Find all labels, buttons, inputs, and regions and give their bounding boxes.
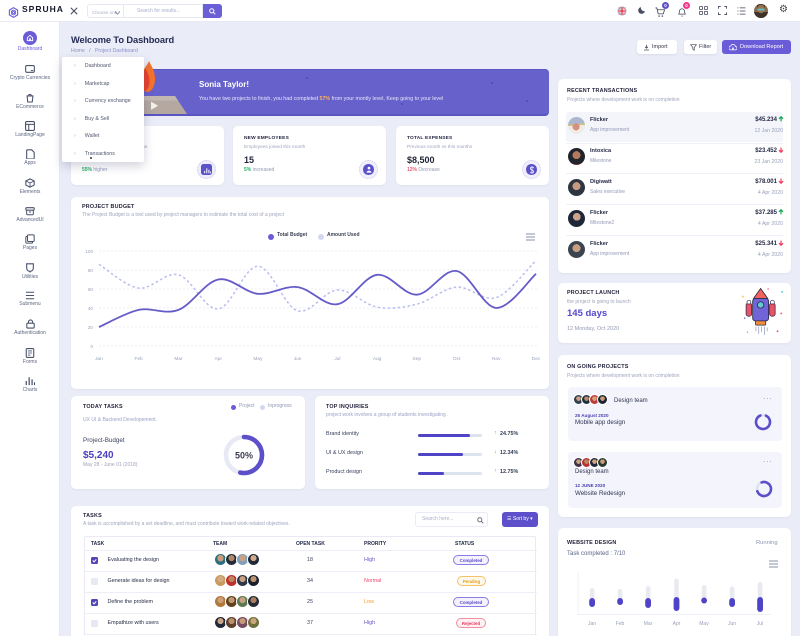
svg-text:Nov: Nov — [492, 356, 501, 362]
svg-text:60: 60 — [88, 287, 94, 292]
svg-text:Apr: Apr — [214, 356, 222, 362]
svg-text:Jun: Jun — [294, 356, 302, 362]
svg-text:Jul: Jul — [757, 621, 763, 627]
svg-text:100: 100 — [85, 249, 93, 254]
svg-text:80: 80 — [88, 268, 94, 273]
svg-text:Oct: Oct — [453, 356, 461, 362]
svg-text:Dec: Dec — [532, 356, 541, 362]
svg-text:Mar: Mar — [174, 356, 183, 362]
svg-text:Apr: Apr — [673, 621, 681, 627]
svg-text:May: May — [699, 621, 709, 627]
svg-text:50%: 50% — [235, 451, 253, 461]
svg-text:0: 0 — [90, 344, 93, 349]
svg-text:Feb: Feb — [616, 621, 625, 627]
svg-text:Jan: Jan — [588, 621, 596, 627]
svg-text:Jan: Jan — [95, 356, 103, 362]
svg-text:May: May — [253, 356, 263, 362]
svg-text:Sep: Sep — [413, 356, 422, 362]
svg-text:Jun: Jun — [728, 621, 736, 627]
svg-text:40: 40 — [88, 306, 94, 311]
svg-text:Feb: Feb — [135, 356, 144, 362]
svg-text:Jul: Jul — [334, 356, 340, 362]
svg-text:Mar: Mar — [644, 621, 653, 627]
svg-text:20: 20 — [88, 325, 94, 330]
svg-text:Aug: Aug — [373, 356, 382, 362]
